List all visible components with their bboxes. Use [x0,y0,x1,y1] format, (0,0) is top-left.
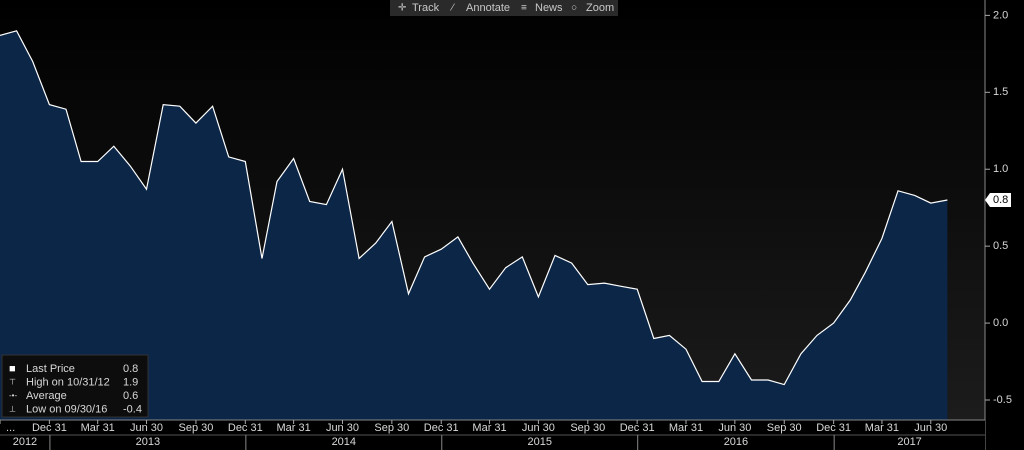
legend-value: 0.8 [123,363,138,375]
y-tick-label: -0.5 [993,394,1012,406]
x-tick-label: Mar 31 [472,422,506,434]
legend: ■ Last Price 0.8 ⊤ High on 10/31/12 1.9 -•- Ave… [1,354,149,418]
x-tick-label: Jun 30 [718,422,751,434]
x-tick-label: Mar 31 [865,422,899,434]
x-tick-label: Jun 30 [326,422,359,434]
toolbar: ✛ Track ⁄ Annotate ≡ News ○ Zoom [390,0,618,16]
legend-value: 0.6 [123,390,138,402]
year-label: 2016 [724,436,748,448]
legend-icon: ■ [9,363,16,375]
legend-icon: -•- [9,391,17,400]
toolbar-button[interactable]: Track [412,2,440,14]
legend-value: -0.4 [123,403,142,415]
x-tick-label: Mar 31 [669,422,703,434]
toolbar-button[interactable]: Annotate [466,2,510,14]
year-label: 2014 [332,436,356,448]
line [0,30,948,386]
year-label: 2013 [136,436,160,448]
last-price-label: 0.8 [993,194,1008,206]
y-tick-label: 1.0 [993,163,1008,175]
x-tick-label: Sep 30 [178,422,213,434]
x-tick-label: Dec 31 [816,422,851,434]
x-tick-label: Dec 31 [424,422,459,434]
x-tick-label: Jun 30 [130,422,163,434]
y-tick-label: 1.5 [993,86,1008,98]
icon: ✛ [398,3,406,14]
icon: ○ [571,3,577,14]
legend-label: Last Price [26,363,75,375]
x-tick-label: Sep 30 [374,422,409,434]
legend-label: Low on 09/30/16 [26,403,107,415]
x-tick-label: Jun 30 [914,422,947,434]
legend-icon: ⊥ [9,405,16,414]
y-tick-label: 0.0 [993,317,1008,329]
y-tick-label: 0.5 [993,240,1008,252]
x-tick-label: Dec 31 [620,422,655,434]
icon: ≡ [521,3,527,14]
area [0,30,948,421]
legend-label: High on 10/31/12 [26,376,110,388]
year-label: 2015 [527,436,551,448]
icon: ⁄ [449,3,455,14]
toolbar-button[interactable]: Zoom [586,2,614,14]
x-tick-label: Dec 31 [32,422,67,434]
year-label: 2012 [13,436,37,448]
legend-background [1,354,149,418]
legend-value: 1.9 [123,376,138,388]
x-tick-label: Mar 31 [276,422,310,434]
toolbar-background [390,0,618,16]
x-tick-label: Mar 31 [81,422,115,434]
x-tick-label: Dec 31 [228,422,263,434]
toolbar-button[interactable]: News [535,2,563,14]
x-tick-label: Jun 30 [522,422,555,434]
last-price-tag [985,193,1011,207]
legend-icon: ⊤ [9,378,16,387]
x-tick-label: Sep 30 [570,422,605,434]
x-tick-label: Sep 30 [767,422,802,434]
y-tick-label: 2.0 [993,9,1008,21]
legend-label: Average [26,390,67,402]
x-tick-label: ... [6,422,15,434]
year-label: 2017 [897,436,921,448]
